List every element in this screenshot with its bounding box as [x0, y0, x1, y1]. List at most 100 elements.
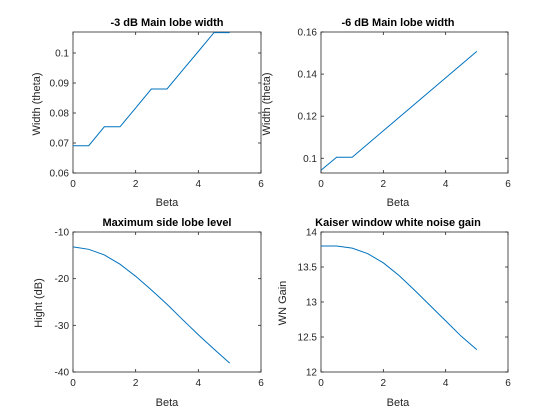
data-point: [167, 304, 168, 305]
y-axis-label: Hight (dB): [33, 278, 45, 328]
data-point: [229, 363, 230, 364]
axes-frame: [72, 231, 262, 373]
axes-frame: [72, 31, 262, 174]
y-tick-label: 0.09: [50, 79, 70, 90]
data-point: [430, 305, 431, 306]
y-tick-label: 0.14: [298, 70, 318, 81]
y-tick-label: 13.5: [298, 263, 318, 274]
subplot-title: Kaiser window white noise gain: [315, 217, 481, 229]
data-point: [476, 51, 477, 52]
series-line: [73, 32, 230, 147]
axes-box: 0 2 4 6 0.06 0.07 0.08 0.09 0.1: [50, 31, 264, 190]
x-tick-label: 0: [70, 378, 76, 389]
axes-frame: [320, 31, 509, 174]
y-tick-label: 0.12: [298, 112, 318, 123]
y-tick-label: 0.08: [50, 109, 70, 120]
subplot-white-noise-gain: Kaiser window white noise gain Beta WN G…: [277, 217, 511, 409]
x-tick-label: 2: [381, 378, 387, 389]
data-point: [151, 89, 152, 90]
y-tick-label: -10: [55, 228, 70, 239]
subplot-title: Maximum side lobe level: [103, 217, 232, 229]
data-point: [445, 320, 446, 321]
y-tick-label: -40: [55, 368, 70, 379]
data-point: [476, 349, 477, 350]
x-tick-label: 0: [318, 378, 324, 389]
x-tick-label: 2: [133, 179, 139, 190]
y-tick-label: 14: [306, 228, 318, 239]
y-axis-label: WN Gain: [277, 281, 289, 326]
data-point: [336, 157, 337, 158]
y-tick-label: 0.07: [50, 139, 70, 150]
y-tick-label: 13: [306, 298, 318, 309]
data-point: [182, 319, 183, 320]
data-point: [88, 145, 89, 146]
data-point: [336, 246, 337, 247]
data-point: [73, 145, 74, 146]
x-tick-label: 6: [505, 378, 511, 389]
data-point: [151, 289, 152, 290]
x-tick-label: 4: [443, 179, 449, 190]
x-axis-label: Beta: [156, 197, 180, 209]
data-point: [88, 249, 89, 250]
y-tick-label: 0.1: [55, 49, 69, 60]
x-tick-label: 4: [443, 378, 449, 389]
data-point: [367, 253, 368, 254]
y-tick-label: 0.1: [303, 154, 317, 165]
data-point: [352, 157, 353, 158]
data-point: [198, 51, 199, 52]
y-tick-label: 0.06: [50, 169, 70, 180]
x-tick-label: 4: [196, 179, 202, 190]
y-tick-label: -20: [55, 274, 70, 285]
x-axis-label: Beta: [387, 197, 411, 209]
axes-box: 0 2 4 6 -40 -30 -20 -10: [55, 228, 265, 390]
x-tick-label: 6: [505, 179, 511, 190]
data-point: [461, 336, 462, 337]
x-axis-label: Beta: [156, 397, 180, 409]
y-tick-label: 12: [306, 368, 318, 379]
series-line: [72, 246, 231, 364]
y-tick-label: 0.16: [298, 28, 318, 39]
data-point: [214, 32, 215, 33]
x-tick-label: 6: [258, 179, 264, 190]
data-point: [229, 32, 230, 33]
data-point: [182, 70, 183, 71]
data-point: [383, 262, 384, 263]
y-tick-label: -30: [55, 321, 70, 332]
data-point: [398, 275, 399, 276]
y-axis-label: Width (theta): [31, 73, 43, 136]
x-axis-label: Beta: [387, 397, 411, 409]
x-tick-label: 4: [196, 378, 202, 389]
series-line: [321, 245, 478, 350]
y-tick-label: 12.5: [298, 333, 318, 344]
subplot-main-lobe-6db: -6 dB Main lobe width Beta Width (theta)…: [261, 17, 511, 209]
data-point: [73, 246, 74, 247]
data-point: [135, 107, 136, 108]
data-point: [321, 170, 322, 171]
data-point: [120, 264, 121, 265]
data-point: [321, 246, 322, 247]
data-point: [120, 126, 121, 127]
subplot-main-lobe-3db: -3 dB Main lobe width Beta Width (theta)…: [31, 17, 264, 209]
data-point: [352, 248, 353, 249]
subplot-title: -3 dB Main lobe width: [110, 17, 223, 29]
axes-box: 0 2 4 6 12 12.5 13 13.5 14: [298, 228, 512, 390]
data-point: [135, 276, 136, 277]
data-point: [104, 126, 105, 127]
axes-frame: [320, 231, 509, 373]
subplot-side-lobe-level: Maximum side lobe level Beta Hight (dB) …: [33, 217, 264, 409]
data-point: [214, 349, 215, 350]
x-tick-label: 2: [381, 179, 387, 190]
x-tick-label: 2: [133, 378, 139, 389]
y-axis-label: Width (theta): [261, 73, 273, 136]
x-tick-label: 0: [318, 179, 324, 190]
x-tick-label: 0: [70, 179, 76, 190]
data-point: [414, 290, 415, 291]
subplot-title: -6 dB Main lobe width: [341, 17, 454, 29]
axes-box: 0 2 4 6 0.1 0.12 0.14 0.16: [298, 28, 512, 191]
data-point: [104, 254, 105, 255]
data-point: [198, 334, 199, 335]
data-point: [167, 89, 168, 90]
x-tick-label: 6: [258, 378, 264, 389]
series-line: [320, 51, 478, 171]
